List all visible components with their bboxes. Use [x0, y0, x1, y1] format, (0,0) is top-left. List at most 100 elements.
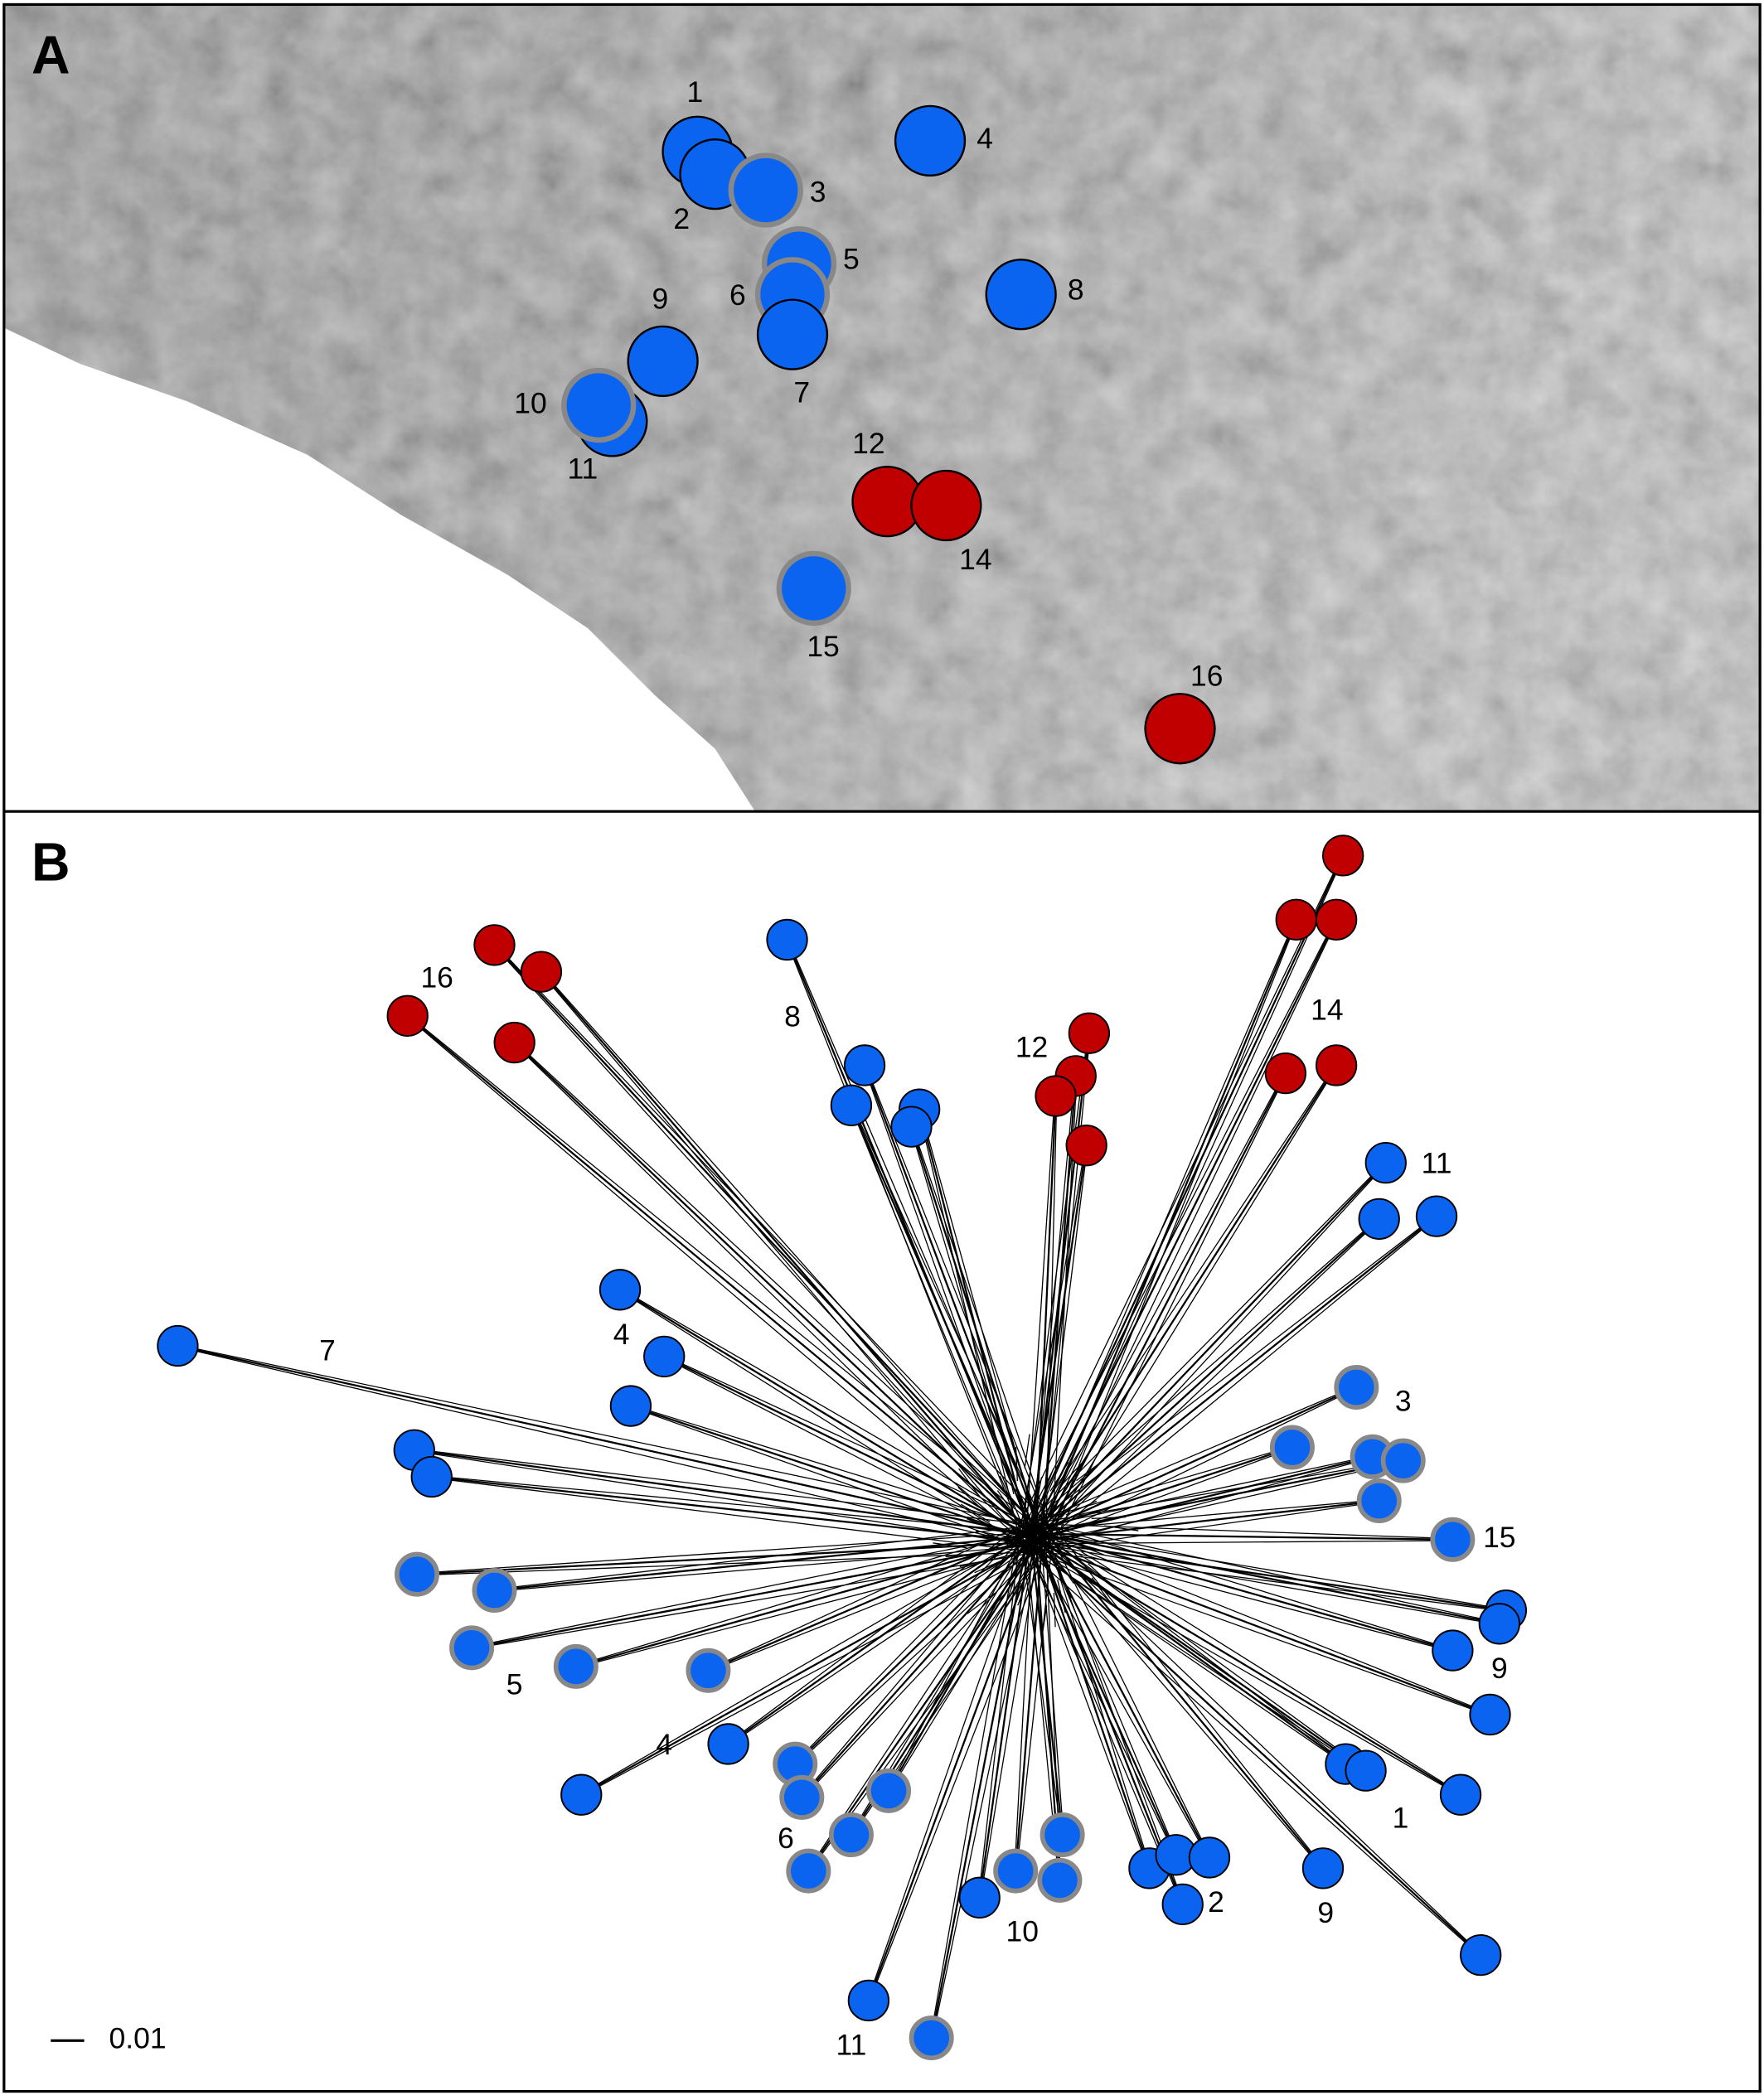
network-edge — [1041, 1539, 1210, 1858]
network-edge — [1043, 1072, 1287, 1541]
site-label: 11 — [567, 452, 598, 485]
network-split — [999, 1475, 1015, 1507]
network-edge — [663, 1357, 1024, 1544]
panel-label: A — [32, 26, 70, 85]
network-split — [1015, 1446, 1018, 1482]
network-edge — [1027, 1549, 1506, 1613]
tip-marker — [1035, 1075, 1077, 1117]
network-split — [945, 1554, 980, 1557]
network-edge — [1036, 1064, 1338, 1535]
network-edge — [664, 1355, 1033, 1526]
tip-marker — [553, 1643, 598, 1689]
network-edge — [431, 1475, 1044, 1545]
network-edge — [1035, 1445, 1292, 1522]
network-edge — [631, 1404, 1043, 1533]
network-edge — [408, 1014, 1035, 1525]
tip-marker — [993, 1848, 1039, 1894]
tip-marker — [493, 1021, 536, 1064]
network-edge — [793, 1531, 1021, 1764]
network-edge — [1045, 1461, 1404, 1543]
network-split — [1054, 1498, 1083, 1519]
network-split — [1104, 1525, 1139, 1531]
network-edge — [1032, 1544, 1209, 1859]
network-edge — [1025, 1536, 1183, 1905]
network-split — [1017, 1573, 1030, 1606]
network-edge — [515, 1041, 1047, 1534]
tip-marker — [707, 1723, 749, 1765]
network-edge — [630, 1405, 1040, 1543]
site-label: 3 — [810, 176, 826, 209]
tip-marker — [958, 1876, 1001, 1919]
site-label: 5 — [843, 242, 860, 275]
tip-marker — [1037, 1857, 1083, 1903]
network-edge — [431, 1475, 1045, 1534]
site-label: 4 — [976, 122, 993, 155]
network-edge — [471, 1542, 1030, 1649]
network-edge — [1040, 1215, 1437, 1533]
network-edge — [869, 1538, 1051, 2001]
network-split — [1091, 1516, 1127, 1520]
network-edge — [513, 1043, 1033, 1548]
tip-label: 15 — [1483, 1521, 1515, 1554]
network-split — [1091, 1577, 1113, 1606]
tip-label: 10 — [1006, 1915, 1039, 1948]
network-edge — [727, 1522, 1026, 1744]
network-edge — [909, 1126, 1034, 1541]
tip-marker — [386, 994, 429, 1037]
network-edge — [707, 1529, 1035, 1672]
network-edge — [1037, 1531, 1491, 1715]
network-edge — [1037, 1527, 1462, 1795]
network-edge — [540, 970, 1035, 1540]
network-edge — [1032, 1551, 1366, 1773]
network-edge — [1015, 1543, 1044, 1871]
network-edge — [1035, 1162, 1387, 1531]
network-edge — [1029, 1539, 1507, 1612]
network-edge — [932, 1532, 1040, 2039]
network-split — [988, 1555, 1017, 1576]
network-edge — [912, 1126, 1053, 1535]
network-edge — [580, 1529, 1038, 1795]
site-marker — [985, 259, 1057, 331]
tip-label: 12 — [1015, 1030, 1048, 1063]
tip-marker — [598, 1269, 642, 1311]
network-edge — [1015, 1543, 1053, 1871]
network-edge — [708, 1539, 1039, 1672]
tip-marker — [686, 1648, 731, 1693]
tip-marker — [473, 924, 516, 966]
network-edge — [1044, 1534, 1367, 1771]
network-edge — [865, 1064, 1054, 1539]
tip-marker — [1356, 1478, 1402, 1524]
network-edge — [1036, 1499, 1379, 1531]
network-split — [933, 1542, 967, 1549]
tip-marker — [1460, 1933, 1502, 1977]
network-edge — [977, 1540, 1020, 1898]
network-edge — [177, 1344, 1038, 1538]
network-edge — [1044, 1065, 1338, 1540]
network-edge — [416, 1531, 1042, 1575]
network-split — [1029, 1563, 1037, 1597]
network-split — [974, 1558, 1006, 1574]
tip-marker — [1065, 1125, 1107, 1167]
tip-marker — [830, 1084, 873, 1126]
network-edge — [663, 1355, 1029, 1535]
tip-marker — [1334, 1364, 1379, 1410]
tip-marker — [1469, 1693, 1511, 1736]
network-edge — [541, 970, 1043, 1532]
network-edge — [1037, 1499, 1379, 1541]
network-split — [957, 1487, 984, 1511]
tip-marker — [786, 1848, 831, 1894]
tip-marker — [1478, 1603, 1520, 1645]
tip-marker — [847, 1979, 890, 2022]
network-split — [1062, 1536, 1096, 1544]
tip-label: 4 — [656, 1728, 672, 1761]
network-edge — [1026, 1550, 1480, 1957]
network-edge — [619, 1290, 1030, 1550]
network-edge — [1036, 1538, 1151, 1869]
network-split — [996, 1490, 1018, 1519]
network-edge — [1030, 1531, 1177, 1856]
tip-marker — [1315, 898, 1358, 941]
site-label: 9 — [652, 283, 669, 316]
site-marker — [1144, 693, 1216, 765]
site-marker — [894, 104, 967, 177]
network-split — [1057, 1580, 1066, 1614]
